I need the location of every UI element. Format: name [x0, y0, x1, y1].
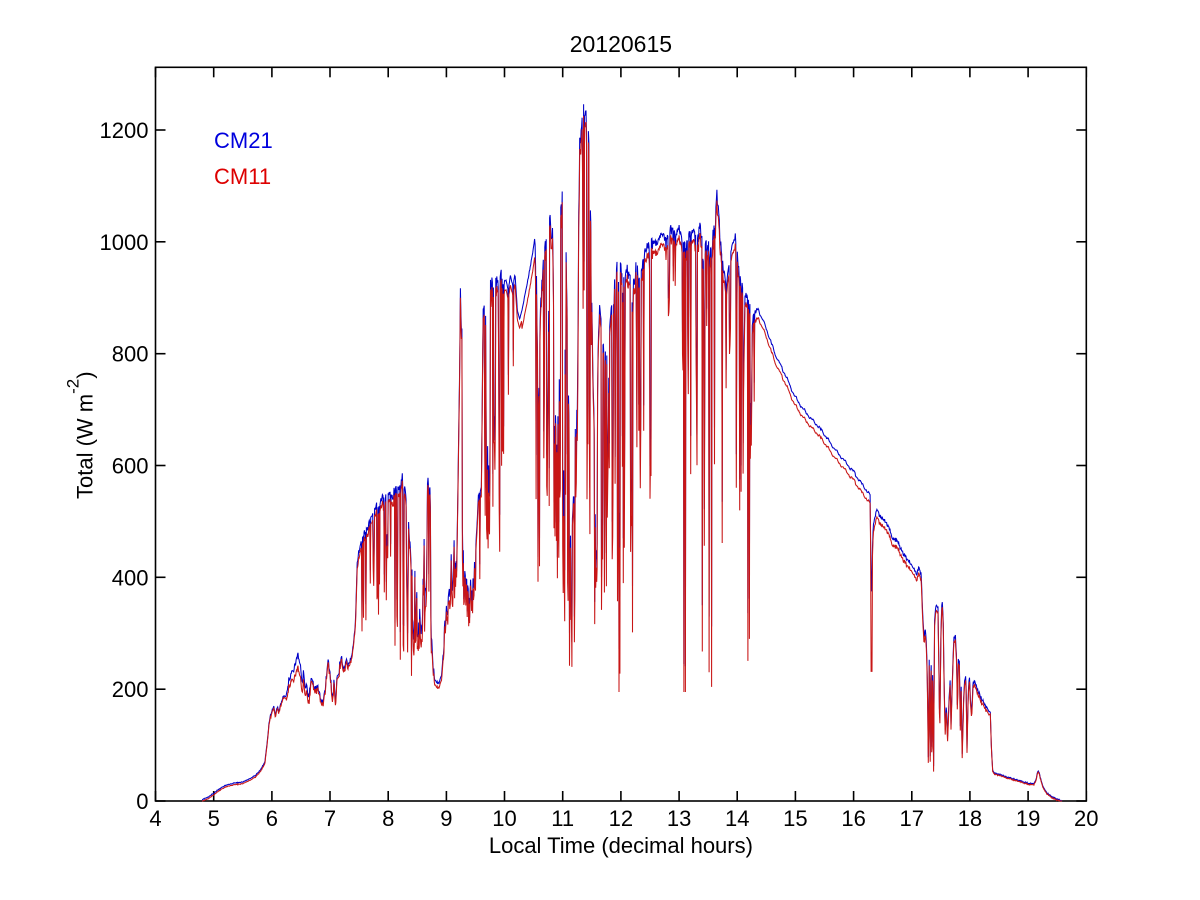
svg-text:800: 800	[112, 342, 149, 367]
svg-text:20: 20	[1074, 806, 1098, 831]
svg-text:11: 11	[551, 806, 574, 831]
svg-text:13: 13	[667, 806, 691, 831]
svg-text:12: 12	[609, 806, 633, 831]
svg-text:5: 5	[208, 806, 220, 831]
svg-text:1000: 1000	[100, 230, 149, 255]
svg-text:Local Time (decimal hours): Local Time (decimal hours)	[489, 833, 753, 858]
svg-text:10: 10	[492, 806, 516, 831]
svg-text:16: 16	[841, 806, 865, 831]
svg-text:19: 19	[1016, 806, 1040, 831]
svg-text:7: 7	[324, 806, 336, 831]
svg-text:1200: 1200	[100, 118, 149, 143]
svg-text:18: 18	[958, 806, 982, 831]
svg-text:600: 600	[112, 454, 149, 479]
svg-text:0: 0	[136, 789, 148, 814]
svg-text:9: 9	[440, 806, 452, 831]
svg-text:8: 8	[382, 806, 394, 831]
svg-text:14: 14	[725, 806, 749, 831]
svg-text:6: 6	[266, 806, 278, 831]
svg-text:400: 400	[112, 565, 149, 590]
svg-text:4: 4	[149, 806, 161, 831]
svg-text:CM11: CM11	[214, 164, 271, 189]
svg-text:CM21: CM21	[214, 128, 273, 153]
svg-text:20120615: 20120615	[570, 31, 672, 57]
svg-text:200: 200	[112, 677, 149, 702]
svg-text:15: 15	[783, 806, 807, 831]
svg-text:17: 17	[900, 806, 924, 831]
